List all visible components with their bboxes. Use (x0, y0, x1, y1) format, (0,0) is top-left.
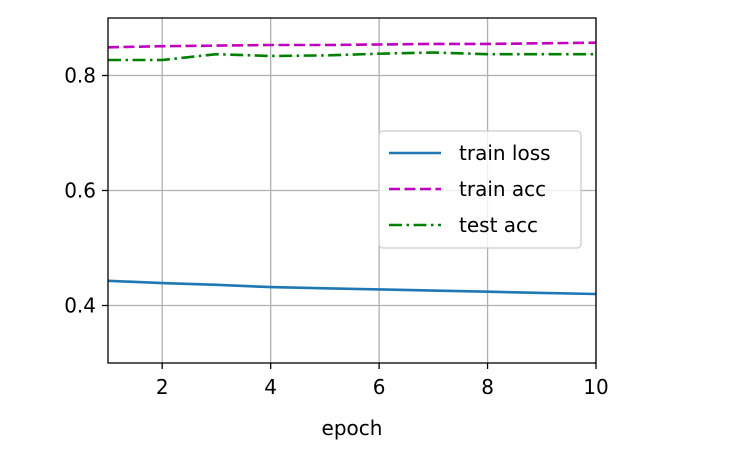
series-line (108, 51, 596, 62)
legend-label: test acc (459, 213, 538, 237)
y-tick-label: 0.8 (64, 64, 96, 88)
legend-box (378, 130, 582, 249)
y-tick-label: 0.4 (64, 294, 96, 318)
x-tick-label: 6 (373, 375, 386, 399)
x-axis-label: epoch (322, 416, 383, 440)
x-tick-label: 10 (583, 375, 608, 399)
legend-label: train loss (459, 141, 551, 165)
y-axis: 0.4 0.6 0.8 (64, 64, 108, 318)
x-tick-label: 8 (481, 375, 494, 399)
series-line (107, 41, 597, 49)
x-tick-label: 2 (156, 375, 169, 399)
series-lines (107, 41, 597, 296)
series-line (107, 279, 597, 296)
legend: train loss train acc test acc (378, 130, 582, 249)
x-tick-label: 4 (264, 375, 277, 399)
x-axis: 2 4 6 8 10 (156, 363, 609, 399)
y-tick-label: 0.6 (64, 179, 96, 203)
legend-label: train acc (459, 177, 546, 201)
